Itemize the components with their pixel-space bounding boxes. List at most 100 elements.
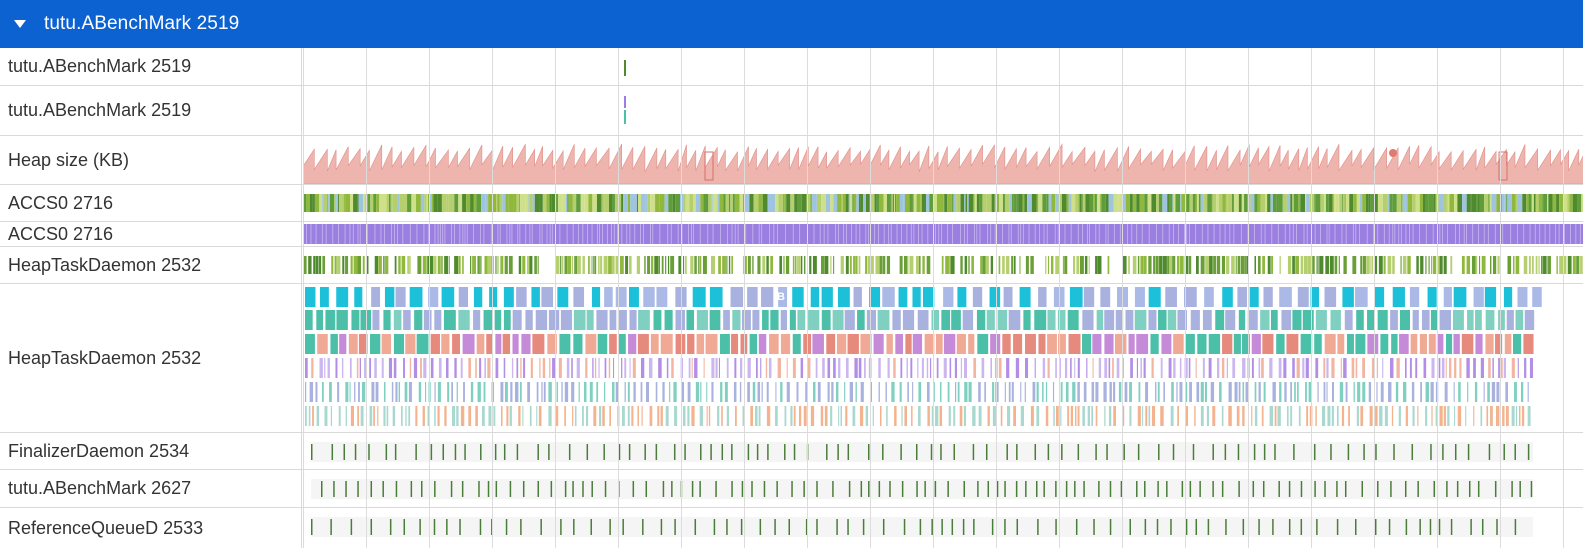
state-slice — [1153, 256, 1156, 274]
track-lane[interactable] — [303, 222, 1583, 246]
state-slice — [893, 194, 896, 212]
track-lane[interactable]: B — [303, 284, 1583, 432]
tick-mark — [1144, 481, 1146, 497]
trace-slice — [1114, 334, 1127, 354]
trace-slice — [1032, 382, 1036, 402]
track-lane[interactable] — [303, 247, 1583, 283]
trace-slice — [1222, 287, 1233, 307]
tick-mark — [847, 444, 850, 460]
state-slice — [1466, 194, 1471, 212]
state-slice — [1531, 256, 1534, 274]
trace-slice — [653, 310, 662, 330]
trace-slice — [473, 287, 483, 307]
state-slice — [620, 256, 624, 274]
track-accs0-state[interactable]: ACCS0 2716 — [0, 185, 1583, 222]
track-lane[interactable] — [303, 136, 1583, 184]
trace-slice — [400, 406, 403, 426]
tick-mark — [1006, 444, 1008, 460]
trace-slice — [319, 358, 323, 378]
trace-slice — [711, 382, 714, 402]
slice-gap — [835, 224, 837, 244]
slice-gap — [541, 224, 543, 244]
slice-gap — [1119, 224, 1121, 244]
trace-slice — [386, 406, 389, 426]
track-tutu-2627[interactable]: tutu.ABenchMark 2627 — [0, 470, 1583, 508]
state-slice — [1089, 194, 1094, 212]
trace-slice — [1068, 334, 1081, 354]
state-slice — [401, 256, 406, 274]
slice-gap — [910, 224, 912, 244]
slice-gap — [941, 224, 943, 244]
trace-slice — [1222, 334, 1233, 354]
tick-mark — [1083, 481, 1085, 497]
slice-gap — [1502, 224, 1504, 244]
trace-slice — [320, 287, 329, 307]
trace-slice — [719, 334, 730, 354]
trace-slice — [1015, 358, 1020, 378]
caret-down-icon[interactable] — [14, 20, 26, 28]
track-heaptask-slices[interactable]: HeapTaskDaemon 2532 B — [0, 284, 1583, 433]
slice-gap — [466, 224, 468, 244]
tick-mark — [350, 519, 353, 535]
state-slice — [1496, 194, 1500, 212]
trace-slice — [1095, 382, 1099, 402]
state-slice — [1392, 194, 1397, 212]
trace-slice — [935, 334, 943, 354]
track-lane[interactable] — [303, 185, 1583, 221]
state-slice — [1225, 194, 1228, 212]
slice-gap — [1022, 224, 1024, 244]
tick-mark — [415, 444, 417, 460]
track-heaptask-state[interactable]: HeapTaskDaemon 2532 — [0, 247, 1583, 284]
trace-slice — [1410, 334, 1418, 354]
track-heap-size[interactable]: Heap size (KB) — [0, 136, 1583, 185]
tick-mark — [520, 519, 522, 535]
tick-mark — [1278, 481, 1280, 497]
track-finalizer[interactable]: FinalizerDaemon 2534 — [0, 433, 1583, 470]
slice-gap — [321, 224, 323, 244]
state-slice — [1314, 194, 1316, 212]
state-slice — [604, 194, 610, 212]
state-slice — [915, 256, 920, 274]
trace-slice — [998, 358, 1002, 378]
slice-gap — [1039, 224, 1040, 244]
state-slice — [1247, 194, 1251, 212]
state-slice — [796, 256, 798, 274]
trace-slice — [1380, 334, 1389, 354]
state-slice — [645, 194, 648, 212]
tick-mark — [642, 519, 644, 535]
state-slice — [485, 194, 489, 212]
state-slice — [1471, 194, 1477, 212]
state-slice — [1435, 194, 1439, 212]
track-accs0-slices[interactable]: ACCS0 2716 — [0, 222, 1583, 247]
process-header[interactable]: tutu.ABenchMark 2519 — [0, 0, 1583, 48]
trace-slice — [1355, 334, 1366, 354]
track-main-thread[interactable]: tutu.ABenchMark 2519 — [0, 48, 1583, 86]
track-lane[interactable] — [303, 48, 1583, 85]
tick-mark — [1123, 444, 1125, 460]
trace-slice — [548, 406, 552, 426]
track-refqueue[interactable]: ReferenceQueueD 2533 — [0, 508, 1583, 548]
slice-gap — [979, 224, 981, 244]
trace-slice — [792, 358, 796, 378]
state-slice — [703, 194, 709, 212]
track-lane[interactable] — [303, 470, 1583, 507]
trace-slice — [1439, 310, 1452, 330]
trace-slice — [1305, 382, 1307, 402]
trace-slice — [1179, 358, 1182, 378]
track-lane[interactable] — [303, 433, 1583, 469]
trace-slice — [487, 358, 491, 378]
state-slice — [944, 194, 948, 212]
state-slice — [865, 194, 870, 212]
tick-mark — [389, 519, 392, 535]
trace-slice — [893, 358, 896, 378]
track-lane[interactable] — [303, 508, 1583, 548]
trace-slice — [931, 310, 940, 330]
state-slice — [683, 256, 685, 274]
trace-slice — [694, 358, 698, 378]
state-slice — [1439, 256, 1443, 274]
state-slice — [462, 194, 467, 212]
track-lane[interactable] — [303, 86, 1583, 135]
state-slice — [733, 194, 735, 212]
track-main-thread-2[interactable]: tutu.ABenchMark 2519 — [0, 86, 1583, 136]
state-slice — [1129, 194, 1133, 212]
